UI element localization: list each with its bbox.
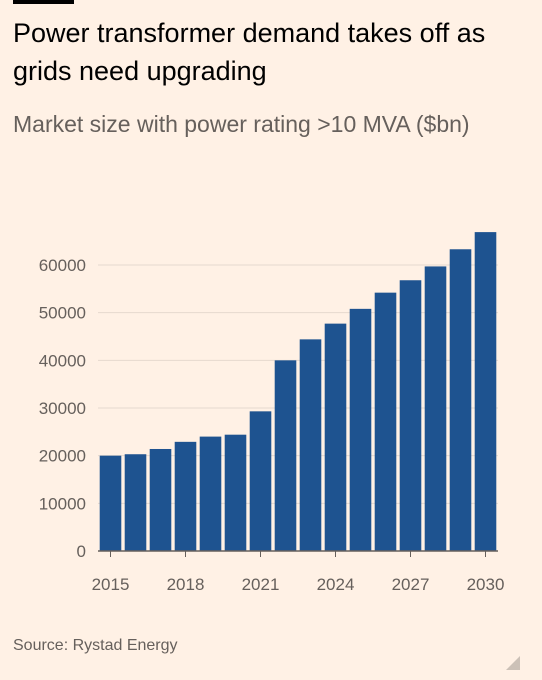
bar-2027 [399, 280, 422, 551]
bar-2015 [99, 455, 122, 551]
bar-2022 [274, 360, 297, 551]
bar-2025 [349, 308, 372, 551]
x-axis [98, 550, 498, 557]
x-tick-label: 2021 [242, 575, 280, 594]
brand-accent-bar [13, 0, 74, 4]
bar-2021 [249, 411, 272, 551]
y-tick-label: 30000 [39, 399, 86, 418]
bar-2028 [424, 266, 447, 551]
bar-2023 [299, 339, 322, 551]
bar-2018 [174, 441, 197, 551]
y-tick-label: 20000 [39, 447, 86, 466]
bar-2017 [149, 448, 172, 551]
y-tick-label: 60000 [39, 256, 86, 275]
bar-2026 [374, 292, 397, 551]
x-tick-label: 2030 [467, 575, 505, 594]
y-tick-label: 0 [77, 542, 86, 561]
bar-2016 [124, 454, 147, 551]
bar-2024 [324, 323, 347, 551]
source-note: Source: Rystad Energy [13, 637, 178, 654]
x-tick-label: 2027 [392, 575, 430, 594]
chart-title: Power transformer demand takes off as gr… [13, 18, 486, 86]
bar-2029 [449, 249, 472, 551]
resize-corner-icon [506, 656, 520, 670]
y-tick-label: 10000 [39, 494, 86, 513]
bar-2019 [199, 436, 222, 551]
y-tick-label: 40000 [39, 351, 86, 370]
x-tick-label: 2018 [167, 575, 205, 594]
y-tick-label: 50000 [39, 304, 86, 323]
y-axis-tick-labels: 0 10000 20000 30000 40000 50000 60000 [39, 256, 86, 561]
x-tick-label: 2024 [317, 575, 355, 594]
bar-2030 [474, 232, 497, 552]
bar-2020 [224, 434, 247, 551]
x-tick-label: 2015 [92, 575, 130, 594]
bars [99, 232, 497, 552]
x-axis-tick-labels: 2015 2018 2021 2024 2027 2030 [92, 575, 505, 594]
chart-subtitle: Market size with power rating >10 MVA ($… [13, 111, 470, 137]
